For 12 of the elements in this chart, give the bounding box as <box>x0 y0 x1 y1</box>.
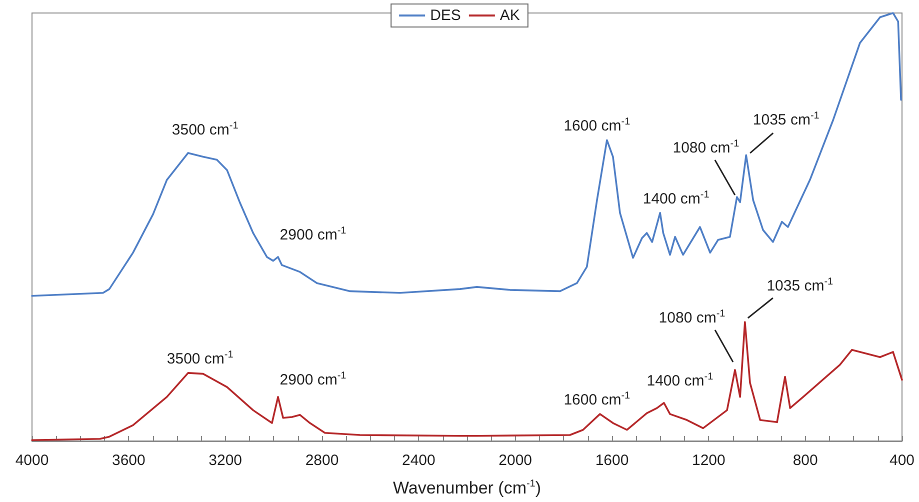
x-tick-label: 4000 <box>15 452 49 469</box>
x-tick-label: 800 <box>792 452 818 469</box>
x-tick-label: 1600 <box>595 452 629 469</box>
legend-label: AK <box>500 7 520 24</box>
x-tick-label: 2000 <box>498 452 532 469</box>
x-tick-label: 2400 <box>402 452 436 469</box>
x-tick-label: 3200 <box>208 452 242 469</box>
x-tick-label: 400 <box>889 452 915 469</box>
x-tick-label: 1200 <box>692 452 726 469</box>
x-tick-label: 2800 <box>305 452 339 469</box>
legend-label: DES <box>430 7 461 24</box>
x-tick-label: 3600 <box>112 452 146 469</box>
